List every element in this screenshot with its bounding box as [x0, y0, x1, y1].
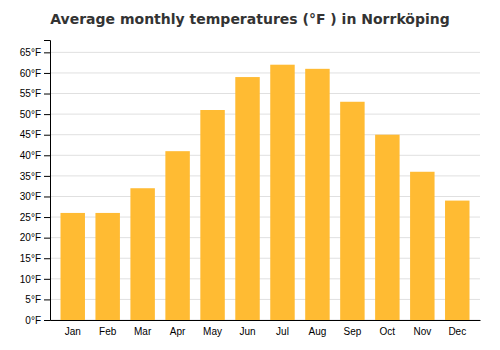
bar	[200, 110, 224, 320]
bar	[410, 172, 434, 320]
x-tick-label: May	[203, 326, 222, 337]
y-axis: 0°F 5°F 10°F 15°F 20°F 25°F 30°F 35°F 40°F 45°F 50…	[20, 41, 51, 326]
y-tick-label: 40°F	[20, 150, 41, 161]
y-tick-label: 25°F	[20, 212, 41, 223]
plot: 0°F 5°F 10°F 15°F 20°F 25°F 30°F 35°F 40°F 45°F 50…	[20, 41, 481, 338]
x-tick-label: Nov	[413, 326, 431, 337]
grid-line	[50, 114, 480, 115]
y-tick-mark	[44, 52, 50, 53]
y-tick-mark	[44, 279, 50, 280]
y-tick-label: 45°F	[20, 129, 41, 140]
y-tick-label: 60°F	[20, 68, 41, 79]
y-tick: 55°F	[20, 88, 50, 99]
y-tick-label: 30°F	[20, 191, 41, 202]
grid-line	[50, 155, 480, 156]
y-tick-mark	[44, 196, 50, 197]
grid-line	[50, 93, 480, 94]
x-tick-label: Apr	[170, 326, 186, 337]
bar	[305, 69, 329, 320]
x-axis: Jan Feb Mar Apr May Jun Jul Aug Sep Oct Nov Dec	[51, 321, 481, 338]
x-tick-label: Jun	[239, 326, 255, 337]
y-tick: 5°F	[25, 294, 50, 305]
y-tick-label: 50°F	[20, 109, 41, 120]
y-tick: 25°F	[20, 212, 50, 223]
bar	[270, 65, 294, 320]
grid-line	[50, 72, 480, 73]
y-tick-mark	[44, 94, 50, 95]
y-tick-mark	[44, 176, 50, 177]
grid-line	[50, 134, 480, 135]
x-tick: Aug	[309, 326, 327, 337]
y-tick-mark	[44, 238, 50, 239]
y-tick-mark	[44, 135, 50, 136]
y-tick: 10°F	[20, 274, 50, 285]
bar	[445, 201, 469, 320]
x-tick: Jul	[276, 326, 289, 337]
x-tick: Apr	[170, 326, 186, 337]
y-tick-label: 10°F	[20, 274, 41, 285]
x-tick: Sep	[343, 326, 361, 337]
bars	[60, 65, 469, 320]
y-tick: 30°F	[20, 191, 50, 202]
chart: 0°F 5°F 10°F 15°F 20°F 25°F 30°F 35°F 40°F 45°F 50…	[0, 0, 500, 350]
x-tick-label: Aug	[309, 326, 327, 337]
x-tick-label: Dec	[448, 326, 466, 337]
x-tick-label: Jul	[276, 326, 289, 337]
bar	[340, 102, 364, 320]
y-tick-label: 15°F	[20, 253, 41, 264]
grid	[50, 52, 480, 320]
y-tick-mark	[44, 258, 50, 259]
y-tick: 50°F	[20, 109, 50, 120]
y-tick-mark	[44, 320, 50, 321]
bar	[235, 77, 259, 320]
y-tick-mark	[44, 114, 50, 115]
bar	[95, 213, 119, 320]
x-tick: Jun	[239, 326, 255, 337]
y-tick-label: 55°F	[20, 88, 41, 99]
grid-line	[50, 52, 480, 53]
y-tick: 45°F	[20, 129, 50, 140]
x-tick-label: Oct	[380, 326, 396, 337]
bar	[60, 213, 84, 320]
y-tick-label: 35°F	[20, 171, 41, 182]
x-tick-label: Feb	[99, 326, 117, 337]
x-tick: Mar	[134, 326, 152, 337]
bar	[130, 188, 154, 320]
y-tick: 0°F	[25, 315, 50, 326]
y-tick-label: 5°F	[25, 294, 41, 305]
x-axis-line	[51, 320, 481, 321]
x-tick-label: Mar	[134, 326, 152, 337]
y-axis-line	[44, 41, 51, 321]
y-tick: 15°F	[20, 253, 50, 264]
bar	[375, 135, 399, 320]
bar	[165, 151, 189, 320]
y-tick-mark	[44, 155, 50, 156]
y-tick-label: 0°F	[25, 315, 41, 326]
x-tick: Jan	[65, 326, 81, 337]
y-tick-label: 65°F	[20, 47, 41, 58]
y-tick: 65°F	[20, 47, 50, 58]
x-tick-label: Jan	[65, 326, 81, 337]
x-tick: May	[203, 326, 222, 337]
y-tick-label: 20°F	[20, 232, 41, 243]
y-tick-mark	[44, 299, 50, 300]
y-tick-mark	[44, 217, 50, 218]
y-tick: 35°F	[20, 171, 50, 182]
x-tick: Dec	[448, 326, 466, 337]
x-tick-label: Sep	[343, 326, 361, 337]
y-tick-mark	[44, 73, 50, 74]
title: Average monthly temperatures (°F ) in No…	[50, 11, 450, 27]
x-tick: Feb	[99, 326, 117, 337]
x-tick: Oct	[380, 326, 396, 337]
y-tick: 60°F	[20, 68, 50, 79]
x-tick: Nov	[413, 326, 431, 337]
y-tick: 40°F	[20, 150, 50, 161]
y-tick: 20°F	[20, 232, 50, 243]
